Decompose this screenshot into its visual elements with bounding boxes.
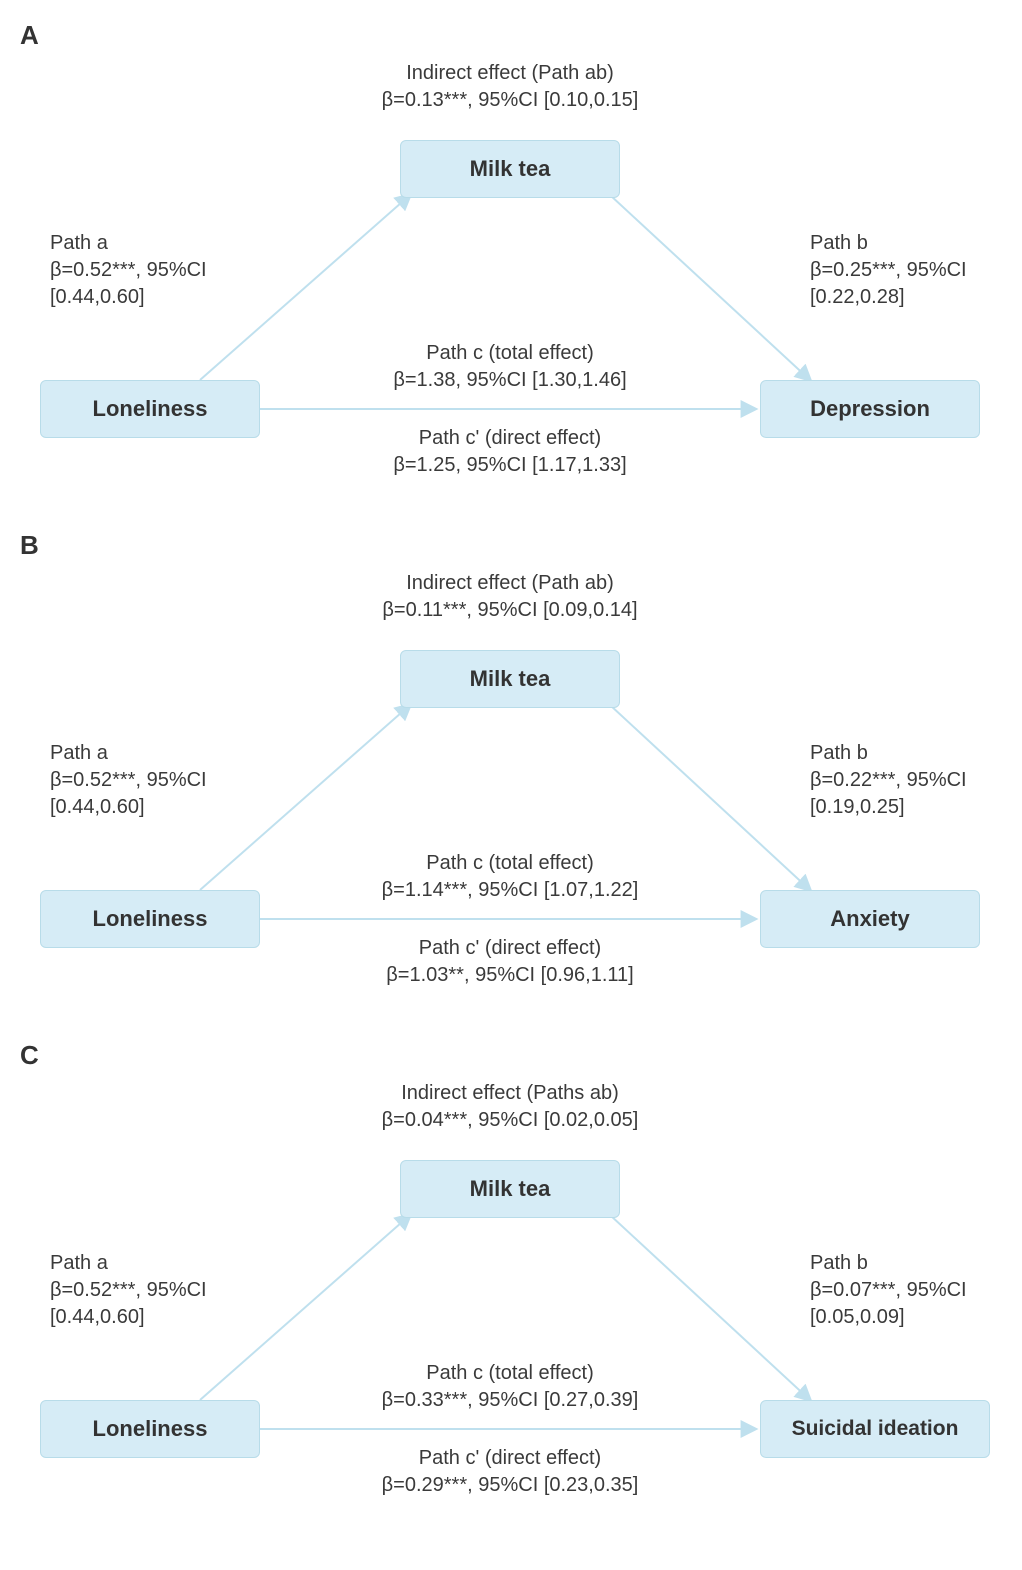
label-path-b-l1: Path b: [810, 742, 868, 764]
label-path-b-l1: Path b: [810, 1252, 868, 1274]
label-path-c-l1: Path c (total effect): [426, 342, 594, 364]
label-path-cprime-l2: β=1.25, 95%CI [1.17,1.33]: [393, 454, 626, 476]
panel-label-a: A: [20, 20, 39, 51]
label-path-b-l3: [0.22,0.28]: [810, 286, 905, 308]
label-indirect: Indirect effect (Path ab) β=0.13***, 95%…: [20, 60, 1000, 114]
label-path-a-l1: Path a: [50, 232, 108, 254]
label-path-a-l3: [0.44,0.60]: [50, 286, 145, 308]
label-path-c: Path c (total effect) β=1.14***, 95%CI […: [20, 850, 1000, 904]
label-path-a: Path a β=0.52***, 95%CI [0.44,0.60]: [50, 1250, 207, 1331]
label-indirect-l1: Indirect effect (Path ab): [406, 572, 614, 594]
node-mediator: Milk tea: [400, 650, 620, 708]
label-path-c-l2: β=0.33***, 95%CI [0.27,0.39]: [382, 1389, 639, 1411]
label-path-a-l2: β=0.52***, 95%CI: [50, 259, 207, 281]
label-indirect-l2: β=0.13***, 95%CI [0.10,0.15]: [382, 89, 639, 111]
label-path-cprime-l1: Path c' (direct effect): [419, 937, 601, 959]
label-path-b: Path b β=0.25***, 95%CI [0.22,0.28]: [810, 230, 967, 311]
label-path-b-l2: β=0.22***, 95%CI: [810, 769, 967, 791]
label-path-a-l3: [0.44,0.60]: [50, 796, 145, 818]
label-path-c-l2: β=1.38, 95%CI [1.30,1.46]: [393, 369, 626, 391]
label-path-a-l1: Path a: [50, 1252, 108, 1274]
label-path-c-l1: Path c (total effect): [426, 1362, 594, 1384]
label-path-a-l2: β=0.52***, 95%CI: [50, 769, 207, 791]
label-path-c: Path c (total effect) β=0.33***, 95%CI […: [20, 1360, 1000, 1414]
label-indirect: Indirect effect (Paths ab) β=0.04***, 95…: [20, 1080, 1000, 1134]
label-path-b-l3: [0.19,0.25]: [810, 796, 905, 818]
label-path-c-l2: β=1.14***, 95%CI [1.07,1.22]: [382, 879, 639, 901]
label-path-a: Path a β=0.52***, 95%CI [0.44,0.60]: [50, 740, 207, 821]
label-path-cprime-l1: Path c' (direct effect): [419, 427, 601, 449]
mediation-panel-c: C Loneliness Milk tea Suicidal ideation …: [20, 1040, 1000, 1530]
label-path-b-l2: β=0.07***, 95%CI: [810, 1279, 967, 1301]
label-indirect-l1: Indirect effect (Paths ab): [401, 1082, 619, 1104]
label-indirect: Indirect effect (Path ab) β=0.11***, 95%…: [20, 570, 1000, 624]
label-path-b-l3: [0.05,0.09]: [810, 1306, 905, 1328]
label-path-c-l1: Path c (total effect): [426, 852, 594, 874]
label-path-cprime-l2: β=0.29***, 95%CI [0.23,0.35]: [382, 1474, 639, 1496]
label-path-cprime: Path c' (direct effect) β=1.03**, 95%CI …: [20, 935, 1000, 989]
label-indirect-l2: β=0.11***, 95%CI [0.09,0.14]: [382, 599, 637, 621]
panel-label-c: C: [20, 1040, 39, 1071]
label-path-b: Path b β=0.22***, 95%CI [0.19,0.25]: [810, 740, 967, 821]
node-mediator: Milk tea: [400, 140, 620, 198]
label-path-a-l1: Path a: [50, 742, 108, 764]
panel-label-b: B: [20, 530, 39, 561]
label-path-a-l2: β=0.52***, 95%CI: [50, 1279, 207, 1301]
label-indirect-l2: β=0.04***, 95%CI [0.02,0.05]: [382, 1109, 639, 1131]
label-path-b: Path b β=0.07***, 95%CI [0.05,0.09]: [810, 1250, 967, 1331]
label-indirect-l1: Indirect effect (Path ab): [406, 62, 614, 84]
label-path-a: Path a β=0.52***, 95%CI [0.44,0.60]: [50, 230, 207, 311]
label-path-b-l1: Path b: [810, 232, 868, 254]
label-path-c: Path c (total effect) β=1.38, 95%CI [1.3…: [20, 340, 1000, 394]
node-mediator: Milk tea: [400, 1160, 620, 1218]
label-path-cprime-l2: β=1.03**, 95%CI [0.96,1.11]: [386, 964, 633, 986]
label-path-b-l2: β=0.25***, 95%CI: [810, 259, 967, 281]
label-path-cprime: Path c' (direct effect) β=0.29***, 95%CI…: [20, 1445, 1000, 1499]
mediation-panel-a: A Loneliness Milk tea Depression Indirec…: [20, 20, 1000, 510]
label-path-cprime: Path c' (direct effect) β=1.25, 95%CI [1…: [20, 425, 1000, 479]
label-path-cprime-l1: Path c' (direct effect): [419, 1447, 601, 1469]
label-path-a-l3: [0.44,0.60]: [50, 1306, 145, 1328]
mediation-panel-b: B Loneliness Milk tea Anxiety Indirect e…: [20, 530, 1000, 1020]
